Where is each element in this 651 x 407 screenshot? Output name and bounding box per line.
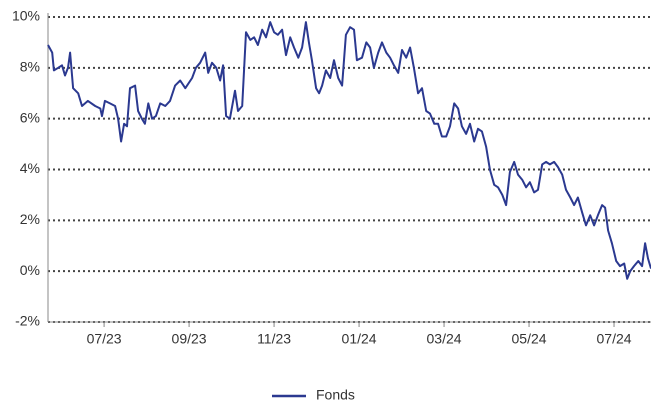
x-tick-label: 05/24 (512, 331, 547, 347)
legend-label: Fonds (316, 387, 355, 403)
y-tick-label: 8% (20, 59, 40, 75)
y-tick-label: 0% (20, 262, 40, 278)
y-tick-label: 10% (12, 8, 40, 24)
y-tick-label: 2% (20, 211, 40, 227)
x-tick-label: 11/23 (257, 331, 291, 347)
y-tick-label: 6% (20, 109, 40, 125)
x-tick-label: 07/23 (87, 331, 122, 347)
x-tick-label: 09/23 (172, 331, 207, 347)
x-tick-label: 07/24 (597, 331, 632, 347)
y-tick-label: -2% (15, 313, 40, 329)
x-tick-label: 03/24 (427, 331, 462, 347)
y-tick-label: 4% (20, 160, 40, 176)
line (47, 21, 651, 280)
x-tick-label: 01/24 (342, 331, 377, 347)
